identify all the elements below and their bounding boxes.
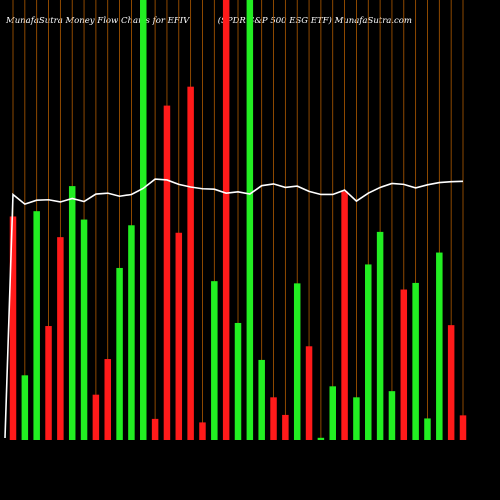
bar: [317, 437, 325, 440]
chart-title-right: (SPDR S&P 500 ESG ETF) MunafaSutra.com: [217, 16, 412, 26]
chart-title-left: MunafaSutra Money Flow Charts for EFIV: [6, 16, 190, 26]
series-line: [4, 178, 464, 439]
bar: [270, 397, 277, 440]
bar: [140, 0, 147, 440]
bar: [116, 267, 123, 440]
bar: [211, 281, 218, 440]
bar: [293, 283, 301, 440]
bar: [329, 386, 336, 440]
bar: [447, 325, 455, 440]
bar: [412, 282, 419, 440]
bar: [365, 264, 372, 440]
bar: [258, 359, 265, 440]
bar: [341, 191, 348, 440]
bar: [187, 86, 194, 441]
flow-line: [4, 178, 464, 439]
bar: [436, 252, 443, 440]
bar: [151, 418, 159, 440]
bar: [222, 0, 230, 440]
bar: [163, 105, 171, 440]
bar: [400, 289, 408, 440]
bar: [175, 232, 183, 440]
bar: [21, 375, 29, 440]
bar: [33, 211, 40, 440]
bar: [80, 219, 88, 440]
bar: [246, 0, 254, 440]
bar: [57, 237, 64, 440]
bar: [459, 415, 467, 440]
bar: [199, 422, 206, 440]
bar: [45, 326, 52, 440]
bar: [305, 346, 313, 440]
bars: [9, 0, 467, 441]
bar: [68, 186, 76, 440]
bar: [92, 394, 100, 440]
bar: [234, 322, 242, 440]
bar: [353, 397, 360, 440]
bar: [376, 231, 384, 440]
bar: [282, 414, 289, 440]
bar: [388, 391, 396, 440]
bar: [104, 359, 111, 440]
bar: [424, 418, 431, 440]
bar: [128, 225, 135, 440]
bar: [9, 216, 17, 440]
